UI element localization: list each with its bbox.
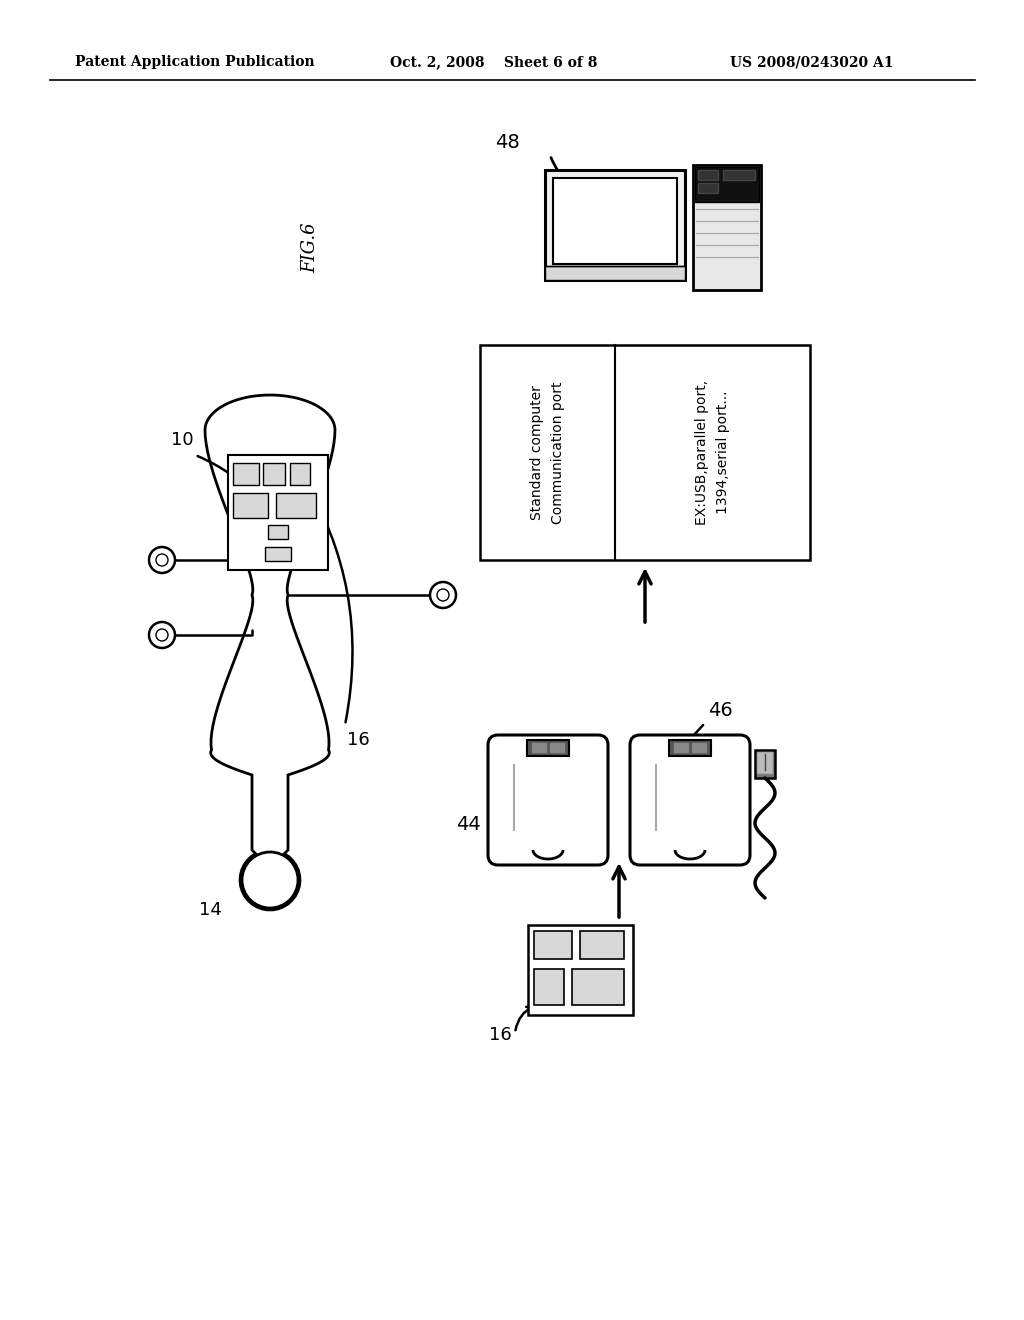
Bar xyxy=(695,168,759,202)
Bar xyxy=(669,741,711,756)
Bar xyxy=(698,183,718,193)
Text: 44: 44 xyxy=(456,816,480,834)
Bar xyxy=(233,492,268,517)
Text: 16: 16 xyxy=(347,731,370,748)
Bar xyxy=(532,743,546,752)
Bar xyxy=(527,925,633,1015)
Bar xyxy=(571,969,624,1005)
Bar xyxy=(580,931,624,960)
Circle shape xyxy=(156,630,168,642)
Bar xyxy=(550,743,564,752)
Bar xyxy=(757,752,772,774)
Circle shape xyxy=(150,622,175,648)
Bar xyxy=(290,463,310,484)
Bar xyxy=(692,743,706,752)
Text: 10: 10 xyxy=(171,432,194,449)
Bar xyxy=(534,931,571,960)
Text: 46: 46 xyxy=(708,701,732,719)
Circle shape xyxy=(430,582,456,609)
Text: FIG.6: FIG.6 xyxy=(301,223,319,273)
Bar xyxy=(553,178,677,264)
FancyBboxPatch shape xyxy=(488,735,608,865)
Bar xyxy=(693,165,761,290)
Bar xyxy=(698,170,718,180)
Bar xyxy=(527,741,569,756)
Text: Standard computer
Communication port: Standard computer Communication port xyxy=(530,381,565,524)
Text: 48: 48 xyxy=(495,132,519,152)
Bar xyxy=(268,525,288,539)
Bar xyxy=(545,267,685,280)
Bar xyxy=(674,743,688,752)
Text: EX:USB,parallel port,
1394,serial port...: EX:USB,parallel port, 1394,serial port..… xyxy=(695,380,730,525)
Bar xyxy=(545,170,685,280)
Text: US 2008/0243020 A1: US 2008/0243020 A1 xyxy=(730,55,894,69)
Bar xyxy=(276,492,316,517)
Bar xyxy=(534,969,563,1005)
Circle shape xyxy=(242,851,298,908)
Bar xyxy=(228,455,328,570)
Bar xyxy=(265,546,291,561)
Bar xyxy=(263,463,285,484)
FancyBboxPatch shape xyxy=(630,735,750,865)
Text: 14: 14 xyxy=(199,902,221,919)
Bar xyxy=(480,345,810,560)
Text: 16: 16 xyxy=(488,1026,511,1044)
Bar xyxy=(755,750,775,777)
Circle shape xyxy=(150,546,175,573)
Bar xyxy=(233,463,259,484)
Circle shape xyxy=(437,589,449,601)
Bar xyxy=(723,170,755,180)
Circle shape xyxy=(156,554,168,566)
Text: Patent Application Publication: Patent Application Publication xyxy=(75,55,314,69)
Polygon shape xyxy=(205,395,335,909)
Text: Oct. 2, 2008    Sheet 6 of 8: Oct. 2, 2008 Sheet 6 of 8 xyxy=(390,55,597,69)
